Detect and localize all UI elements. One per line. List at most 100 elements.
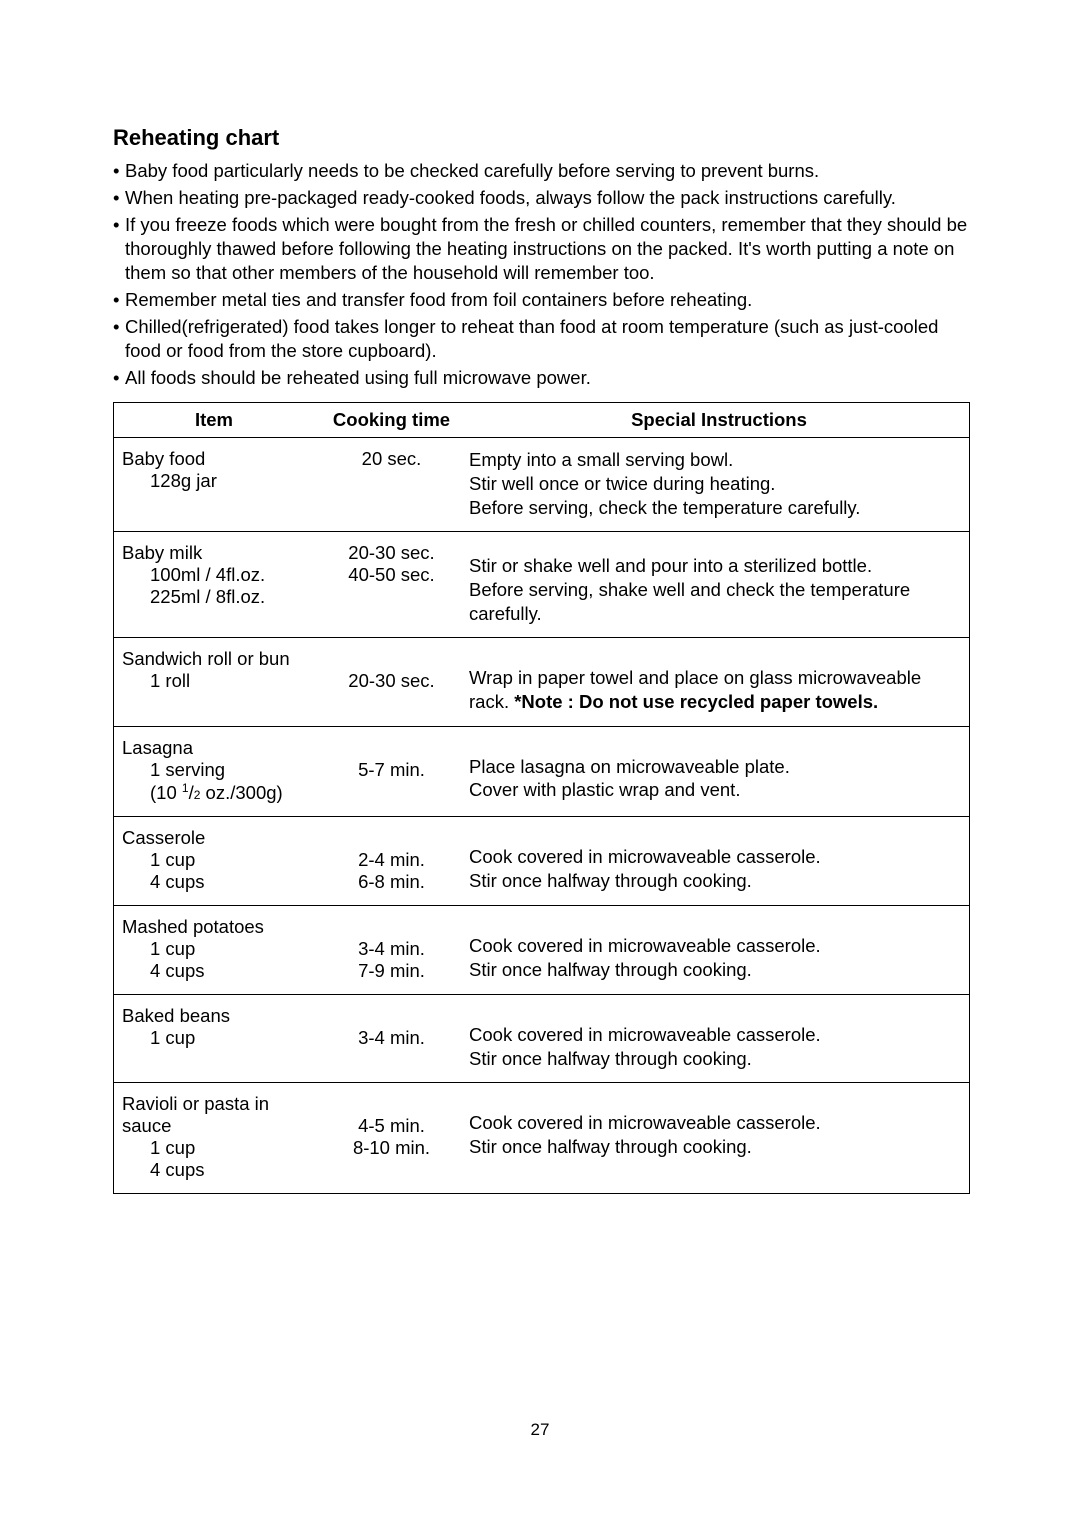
bullet-item: • Chilled(refrigerated) food takes longe… xyxy=(113,315,970,363)
cell-item: Baby milk 100ml / 4fl.oz. 225ml / 8fl.oz… xyxy=(122,542,314,625)
item-sub: 1 cup xyxy=(122,1027,314,1049)
time-value: 3-4 min. xyxy=(314,938,469,960)
bullet-text: Remember metal ties and transfer food fr… xyxy=(125,288,970,312)
time-value: 20 sec. xyxy=(314,448,469,470)
page-title: Reheating chart xyxy=(113,125,970,151)
item-sub: 225ml / 8fl.oz. xyxy=(122,586,314,608)
item-name: Sandwich roll or bun xyxy=(122,648,314,670)
header-item: Item xyxy=(114,409,314,431)
bullet-marker: • xyxy=(113,213,125,285)
item-sub: 1 serving xyxy=(122,759,314,781)
instruction-line: Wrap in paper towel and place on glass m… xyxy=(469,666,951,713)
time-value: 40-50 sec. xyxy=(314,564,469,586)
instruction-line: Stir once halfway through cooking. xyxy=(469,1135,951,1159)
bullet-text: All foods should be reheated using full … xyxy=(125,366,970,390)
instruction-line: Stir once halfway through cooking. xyxy=(469,869,951,893)
item-name: Ravioli or pasta in sauce xyxy=(122,1093,314,1137)
instruction-line: Cook covered in microwaveable casserole. xyxy=(469,845,951,869)
time-value xyxy=(314,1093,469,1115)
instruction-line: Place lasagna on microwaveable plate. xyxy=(469,755,951,779)
frac-pre: (10 xyxy=(150,782,182,803)
bullet-text: Chilled(refrigerated) food takes longer … xyxy=(125,315,970,363)
cell-item: Ravioli or pasta in sauce 1 cup 4 cups xyxy=(122,1093,314,1181)
bullet-item: • When heating pre-packaged ready-cooked… xyxy=(113,186,970,210)
page-number: 27 xyxy=(0,1420,1080,1440)
cell-time: 4-5 min. 8-10 min. xyxy=(314,1093,469,1181)
cell-time: 3-4 min. 7-9 min. xyxy=(314,916,469,982)
instruction-line: Cook covered in microwaveable casserole. xyxy=(469,1111,951,1135)
cell-time: 2-4 min. 6-8 min. xyxy=(314,827,469,893)
instruction-line: Empty into a small serving bowl. xyxy=(469,448,951,472)
header-instructions: Special Instructions xyxy=(469,409,969,431)
bullet-marker: • xyxy=(113,315,125,363)
time-value: 7-9 min. xyxy=(314,960,469,982)
instruction-line: Stir well once or twice during heating. xyxy=(469,472,951,496)
bullet-item: • Baby food particularly needs to be che… xyxy=(113,159,970,183)
item-sub: 4 cups xyxy=(122,1159,314,1181)
bullet-text: If you freeze foods which were bought fr… xyxy=(125,213,970,285)
time-value: 3-4 min. xyxy=(314,1027,469,1049)
table-header-row: Item Cooking time Special Instructions xyxy=(114,403,969,438)
item-sub: 1 cup xyxy=(122,1137,314,1159)
time-value xyxy=(314,1005,469,1027)
cell-instructions: Cook covered in microwaveable casserole.… xyxy=(469,827,961,893)
instruction-line: Cook covered in microwaveable casserole. xyxy=(469,1023,951,1047)
bullet-text: When heating pre-packaged ready-cooked f… xyxy=(125,186,970,210)
cell-instructions: Cook covered in microwaveable casserole.… xyxy=(469,1005,961,1070)
frac-post: oz./300g) xyxy=(200,782,282,803)
item-name: Baby food xyxy=(122,448,314,470)
time-value: 4-5 min. xyxy=(314,1115,469,1137)
bullet-marker: • xyxy=(113,366,125,390)
table-row: Mashed potatoes 1 cup 4 cups 3-4 min. 7-… xyxy=(114,906,969,995)
bullet-marker: • xyxy=(113,288,125,312)
instruction-line: Stir once halfway through cooking. xyxy=(469,958,951,982)
cell-item: Lasagna 1 serving (10 1/2 oz./300g) xyxy=(122,737,314,804)
item-sub: 1 cup xyxy=(122,849,314,871)
table-row: Casserole 1 cup 4 cups 2-4 min. 6-8 min.… xyxy=(114,817,969,906)
cell-time: 20 sec. xyxy=(314,448,469,519)
item-name: Baby milk xyxy=(122,542,314,564)
cell-item: Casserole 1 cup 4 cups xyxy=(122,827,314,893)
item-sub: (10 1/2 oz./300g) xyxy=(122,781,314,804)
cell-time: 5-7 min. xyxy=(314,737,469,804)
item-sub: 100ml / 4fl.oz. xyxy=(122,564,314,586)
time-value xyxy=(314,916,469,938)
time-value xyxy=(314,737,469,759)
header-time: Cooking time xyxy=(314,409,469,431)
bullet-item: • All foods should be reheated using ful… xyxy=(113,366,970,390)
cell-item: Baked beans 1 cup xyxy=(122,1005,314,1070)
item-name: Lasagna xyxy=(122,737,314,759)
bullet-item: • If you freeze foods which were bought … xyxy=(113,213,970,285)
frac-numerator: 1 xyxy=(182,781,189,795)
cell-instructions: Place lasagna on microwaveable plate. Co… xyxy=(469,737,961,804)
cell-instructions: Cook covered in microwaveable casserole.… xyxy=(469,1093,961,1181)
cell-time: 20-30 sec. 40-50 sec. xyxy=(314,542,469,625)
cell-item: Mashed potatoes 1 cup 4 cups xyxy=(122,916,314,982)
item-sub: 1 cup xyxy=(122,938,314,960)
cell-instructions: Cook covered in microwaveable casserole.… xyxy=(469,916,961,982)
time-value xyxy=(314,827,469,849)
instruction-line: Before serving, check the temperature ca… xyxy=(469,496,951,520)
time-value: 5-7 min. xyxy=(314,759,469,781)
time-value: 20-30 sec. xyxy=(314,670,469,692)
bullet-marker: • xyxy=(113,186,125,210)
cell-instructions: Wrap in paper towel and place on glass m… xyxy=(469,648,961,713)
time-value: 8-10 min. xyxy=(314,1137,469,1159)
instruction-line: Cover with plastic wrap and vent. xyxy=(469,778,951,802)
cell-time: 3-4 min. xyxy=(314,1005,469,1070)
item-sub: 128g jar xyxy=(122,470,314,492)
cell-time: 20-30 sec. xyxy=(314,648,469,713)
item-sub: 4 cups xyxy=(122,871,314,893)
bullet-list: • Baby food particularly needs to be che… xyxy=(113,159,970,390)
cell-item: Sandwich roll or bun 1 roll xyxy=(122,648,314,713)
time-value: 6-8 min. xyxy=(314,871,469,893)
instruction-line: Stir or shake well and pour into a steri… xyxy=(469,554,951,578)
item-sub: 4 cups xyxy=(122,960,314,982)
instruction-line: Stir once halfway through cooking. xyxy=(469,1047,951,1071)
table-row: Sandwich roll or bun 1 roll 20-30 sec. W… xyxy=(114,638,969,726)
cell-item: Baby food 128g jar xyxy=(122,448,314,519)
time-value: 2-4 min. xyxy=(314,849,469,871)
table-row: Baby milk 100ml / 4fl.oz. 225ml / 8fl.oz… xyxy=(114,532,969,638)
bullet-marker: • xyxy=(113,159,125,183)
table-row: Baby food 128g jar 20 sec. Empty into a … xyxy=(114,438,969,532)
